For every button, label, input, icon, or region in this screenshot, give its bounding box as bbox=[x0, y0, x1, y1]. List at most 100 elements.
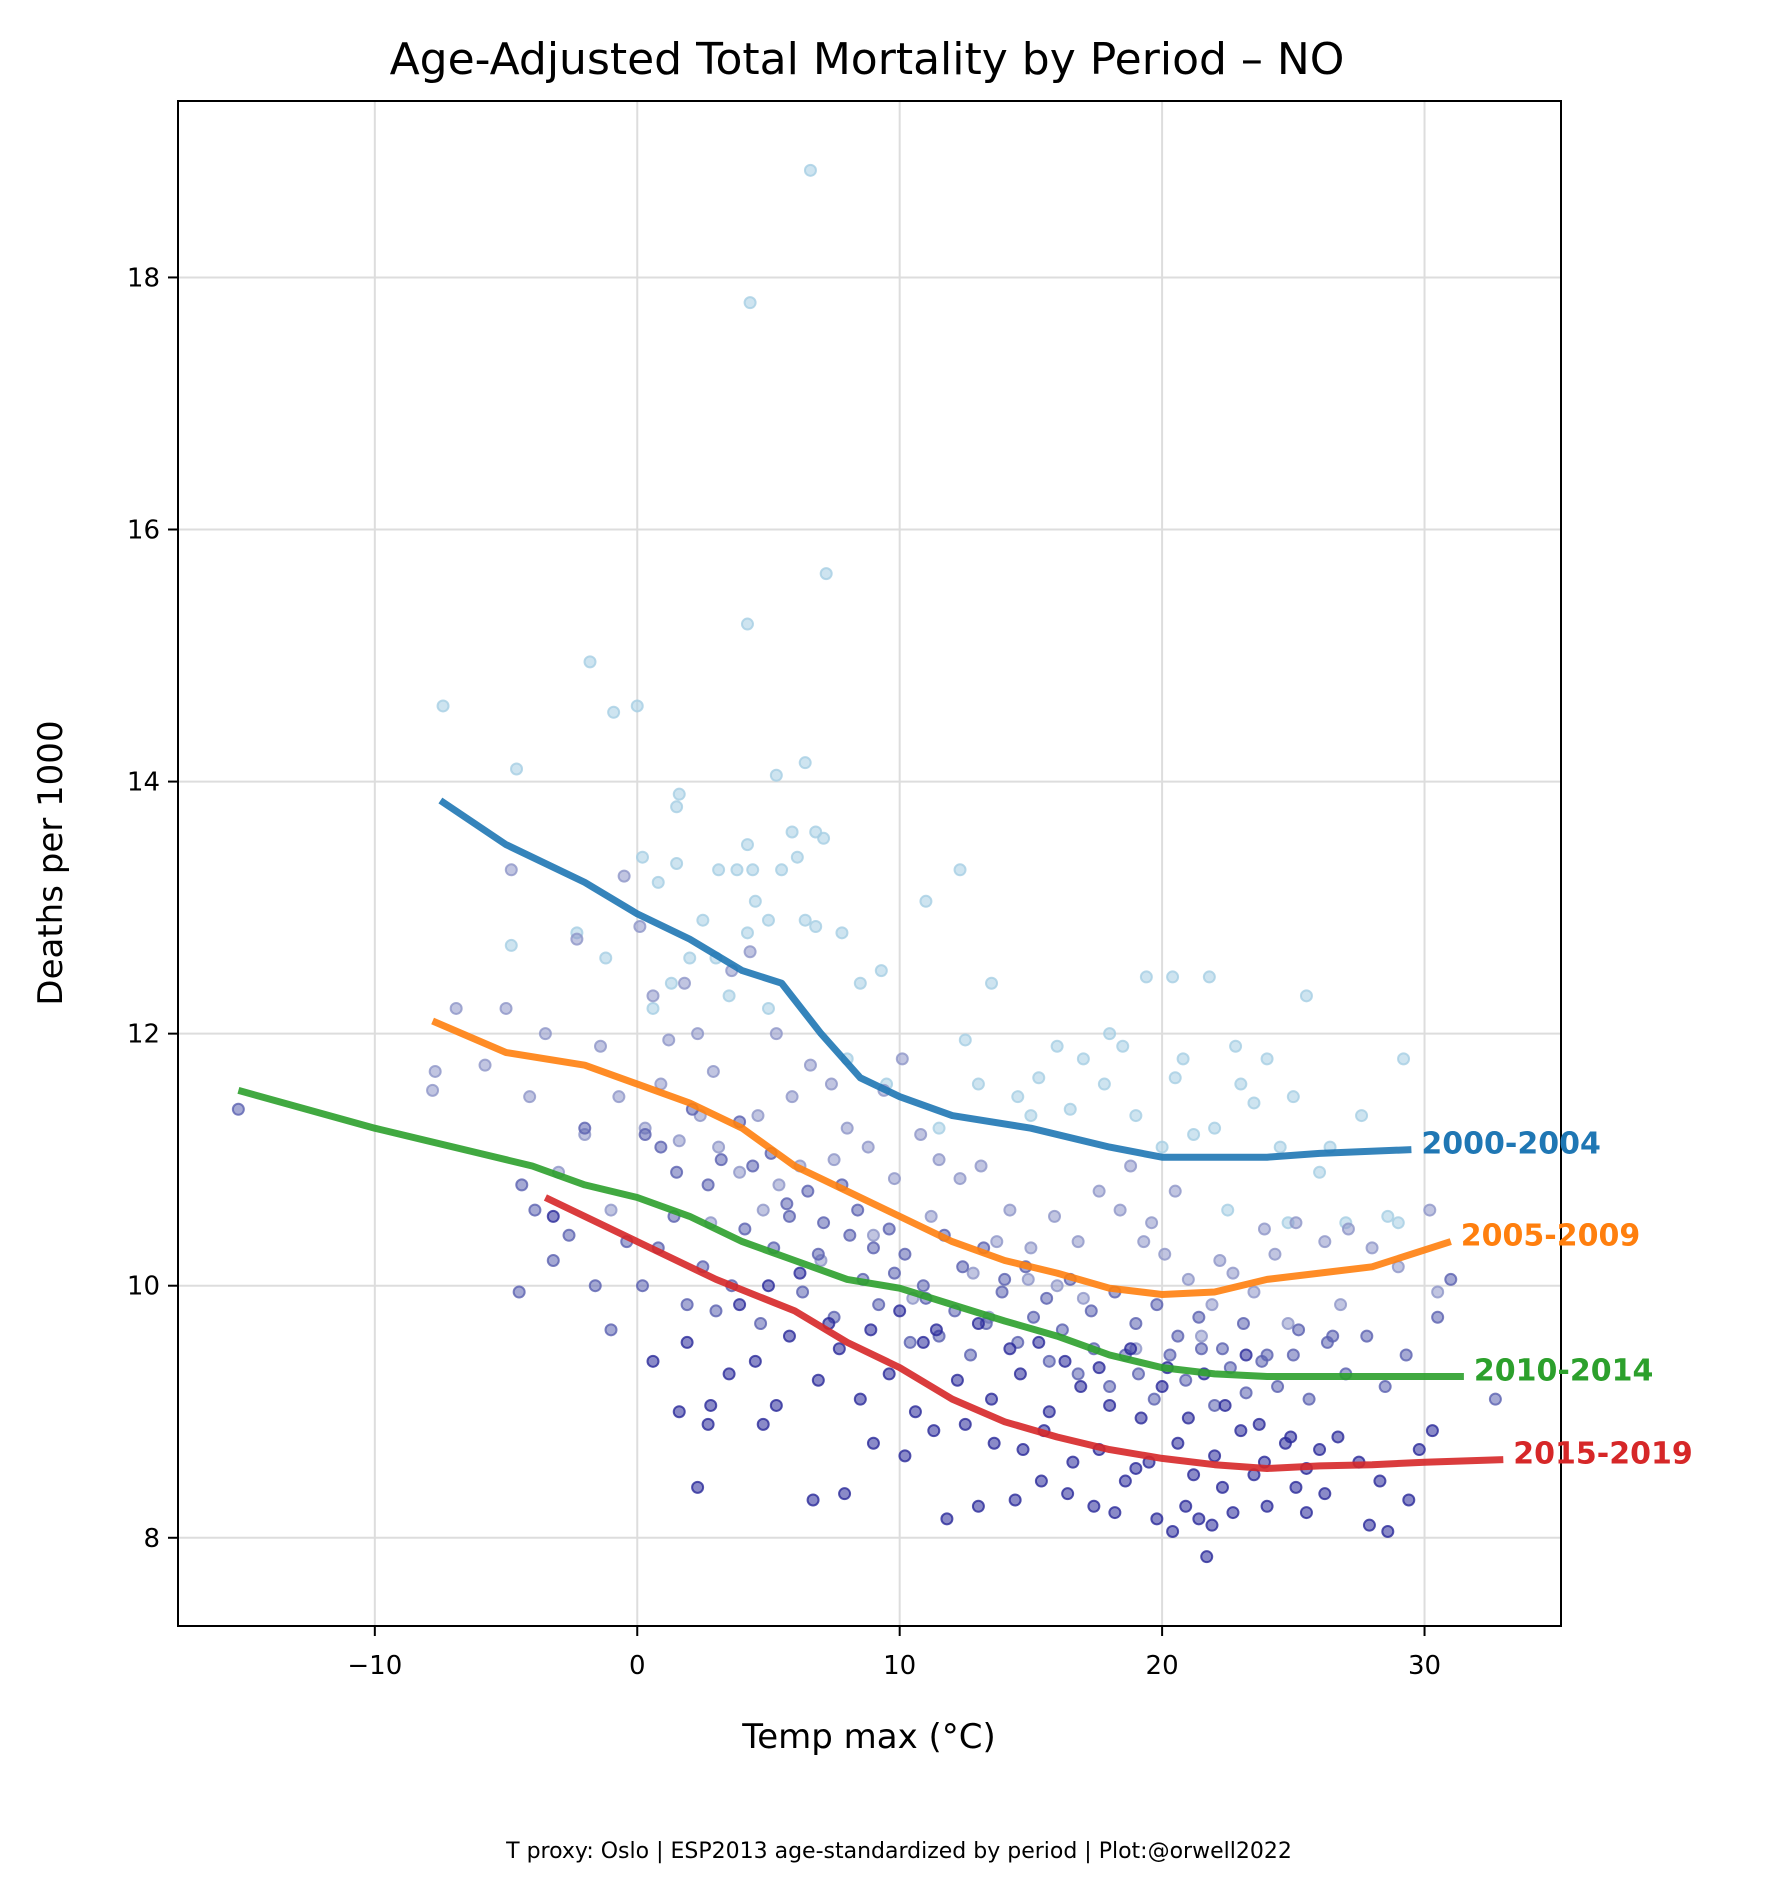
scatter-point bbox=[940, 1512, 954, 1526]
scatter-point bbox=[761, 1001, 775, 1015]
scatter-point bbox=[1273, 1140, 1287, 1154]
scatter-point bbox=[827, 1153, 841, 1167]
scatter-point bbox=[1103, 1398, 1117, 1412]
scatter-point bbox=[746, 1159, 760, 1173]
scatter-point bbox=[706, 1064, 720, 1078]
scatter-point bbox=[1215, 1342, 1229, 1356]
scatter-point bbox=[1024, 1109, 1038, 1123]
scatter-point bbox=[1247, 1096, 1261, 1110]
scatter-point bbox=[546, 1254, 560, 1268]
scatter-point bbox=[646, 989, 660, 1003]
scatter-point bbox=[646, 1001, 660, 1015]
scatter-point bbox=[864, 1323, 878, 1337]
scatter-point bbox=[528, 1203, 542, 1217]
scatter-point bbox=[1124, 1159, 1138, 1173]
scatter-point bbox=[583, 655, 597, 669]
scatter-point bbox=[761, 913, 775, 927]
scatter-point bbox=[803, 1058, 817, 1072]
y-tick-label: 14 bbox=[127, 768, 160, 798]
scatter-point bbox=[664, 976, 678, 990]
scatter-point bbox=[672, 787, 686, 801]
scatter-point bbox=[691, 1027, 705, 1041]
scatter-point bbox=[916, 1279, 930, 1293]
scatter-point bbox=[1252, 1417, 1266, 1431]
scatter-point bbox=[499, 1001, 513, 1015]
scatter-point bbox=[1131, 1367, 1145, 1381]
scatter-point bbox=[701, 1417, 715, 1431]
x-tick-label: −10 bbox=[347, 1651, 402, 1681]
scatter-point bbox=[751, 1109, 765, 1123]
scatter-point bbox=[1247, 1285, 1261, 1299]
scatter-point bbox=[722, 1367, 736, 1381]
scatter-point bbox=[817, 831, 831, 845]
scatter-point bbox=[1302, 1392, 1316, 1406]
scatter-point bbox=[588, 1279, 602, 1293]
scatter-point bbox=[1021, 1272, 1035, 1286]
scatter-point bbox=[898, 1247, 912, 1261]
scatter-point bbox=[806, 1493, 820, 1507]
scatter-point bbox=[1257, 1222, 1271, 1236]
scatter-point bbox=[1008, 1493, 1022, 1507]
scatter-point bbox=[680, 1298, 694, 1312]
scatter-point bbox=[1221, 1203, 1235, 1217]
scatter-point bbox=[1194, 1329, 1208, 1343]
scatter-point bbox=[1313, 1443, 1327, 1457]
scatter-point bbox=[1129, 1461, 1143, 1475]
scatter-point bbox=[1444, 1272, 1458, 1286]
trend-line bbox=[431, 1017, 1452, 1298]
scatter-point bbox=[1003, 1203, 1017, 1217]
scatter-point bbox=[604, 1203, 618, 1217]
scatter-point bbox=[504, 863, 518, 877]
scatter-point bbox=[1331, 1430, 1345, 1444]
scatter-point bbox=[1412, 1443, 1426, 1457]
scatter-point bbox=[1016, 1443, 1030, 1457]
scatter-point bbox=[733, 1298, 747, 1312]
scatter-point bbox=[1226, 1506, 1240, 1520]
scatter-point bbox=[662, 1033, 676, 1047]
scatter-point bbox=[914, 1127, 928, 1141]
scatter-point bbox=[1171, 1436, 1185, 1450]
scatter-point bbox=[562, 1228, 576, 1242]
scatter-point bbox=[756, 1203, 770, 1217]
chart-title: Age-Adjusted Total Mortality by Period –… bbox=[390, 34, 1345, 85]
scatter-point bbox=[971, 1499, 985, 1513]
scatter-point bbox=[748, 1354, 762, 1368]
scatter-point bbox=[1084, 1304, 1098, 1318]
scatter-point bbox=[1313, 1165, 1327, 1179]
scatter-point bbox=[1042, 1354, 1056, 1368]
scatter-point bbox=[1341, 1222, 1355, 1236]
scatter-point bbox=[1431, 1285, 1445, 1299]
scatter-point bbox=[1166, 1524, 1180, 1538]
footnote: T proxy: Oslo | ESP2013 age-standardized… bbox=[505, 1839, 1292, 1864]
scatter-point bbox=[1281, 1317, 1295, 1331]
scatter-point bbox=[504, 938, 518, 952]
scatter-point bbox=[1024, 1241, 1038, 1255]
scatter-point bbox=[651, 875, 665, 889]
scatter-point bbox=[1218, 1398, 1232, 1412]
scatter-point bbox=[772, 1178, 786, 1192]
scatter-point bbox=[971, 1317, 985, 1331]
scatter-point bbox=[599, 951, 613, 965]
scatter-point bbox=[1092, 1184, 1106, 1198]
scatter-point bbox=[966, 1266, 980, 1280]
scatter-point bbox=[1103, 1380, 1117, 1394]
scatter-point bbox=[1360, 1329, 1374, 1343]
scatter-point bbox=[604, 1323, 618, 1337]
scatter-point bbox=[594, 1039, 608, 1053]
scatter-point bbox=[874, 964, 888, 978]
scatter-point bbox=[1268, 1247, 1282, 1261]
scatter-point bbox=[428, 1064, 442, 1078]
scatter-point bbox=[1050, 1279, 1064, 1293]
scatter-point bbox=[1118, 1474, 1132, 1488]
scatter-point bbox=[824, 1077, 838, 1091]
axis-ticks: −10 0 10 20 30 8 10 12 14 16 18 bbox=[127, 263, 1441, 1681]
series-label: 2010-2014 bbox=[1474, 1353, 1653, 1388]
scatter-point bbox=[1234, 1424, 1248, 1438]
scatter-point bbox=[617, 869, 631, 883]
scatter-point bbox=[1239, 1348, 1253, 1362]
scatter-point bbox=[796, 1285, 810, 1299]
scatter-point bbox=[638, 1127, 652, 1141]
scatter-point bbox=[932, 1153, 946, 1167]
scatter-point bbox=[916, 1335, 930, 1349]
scatter-point bbox=[956, 1260, 970, 1274]
